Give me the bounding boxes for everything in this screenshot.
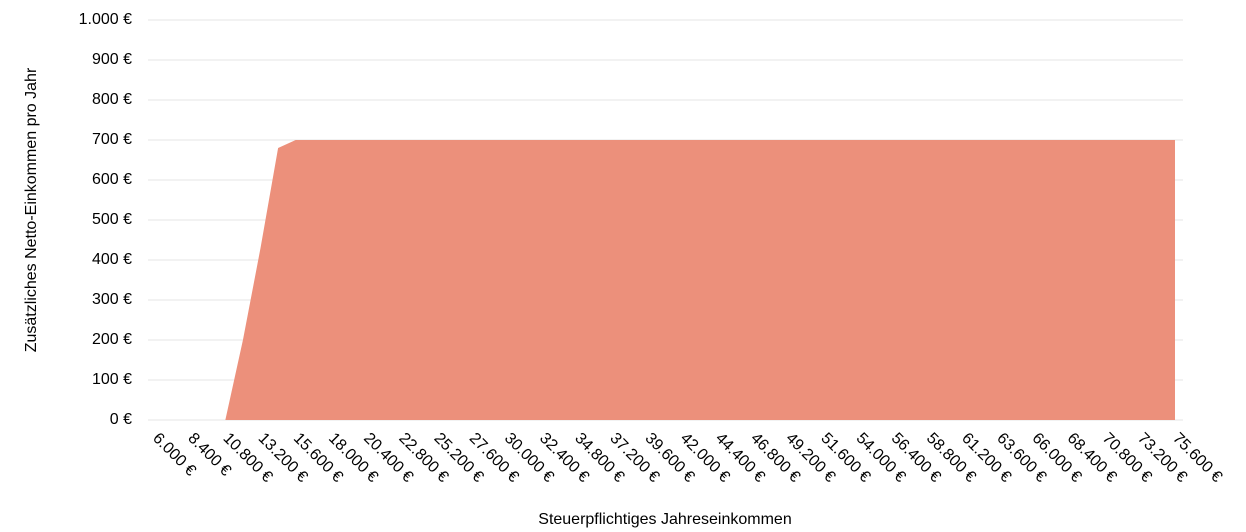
area [225, 140, 1175, 420]
y-tick-label: 400 € [92, 251, 132, 268]
y-tick-label: 300 € [92, 291, 132, 308]
y-tick-label: 0 € [110, 411, 132, 428]
y-tick-label: 100 € [92, 371, 132, 388]
y-axis-label: Zusätzliches Netto-Einkommen pro Jahr [23, 67, 40, 352]
x-axis-label: Steuerpflichtiges Jahreseinkommen [538, 511, 791, 528]
y-tick-label: 500 € [92, 211, 132, 228]
y-tick-label: 900 € [92, 51, 132, 68]
y-tick-label: 600 € [92, 171, 132, 188]
y-tick-label: 1.000 € [79, 11, 132, 28]
y-tick-label: 700 € [92, 131, 132, 148]
y-tick-label: 800 € [92, 91, 132, 108]
y-tick-label: 200 € [92, 331, 132, 348]
